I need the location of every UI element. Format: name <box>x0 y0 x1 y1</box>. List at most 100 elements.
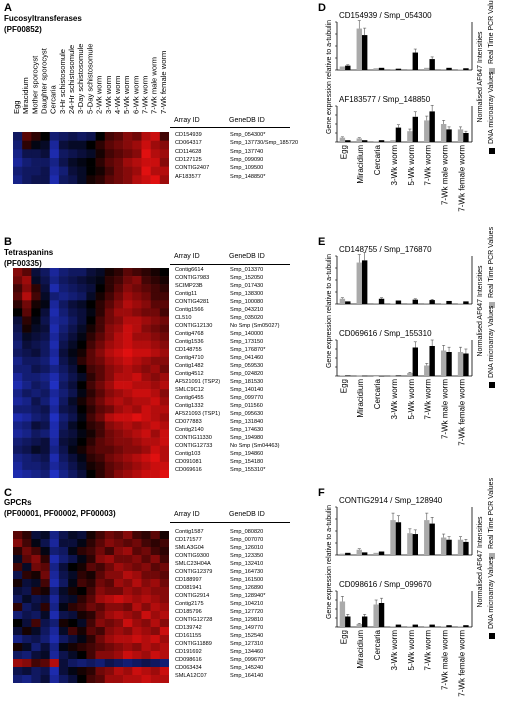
heatmap-cell <box>40 158 51 167</box>
heatmap-cell <box>141 603 151 612</box>
heatmap-cell <box>123 611 133 620</box>
heatmap-cell <box>141 635 151 644</box>
heatmap-cell <box>22 619 32 628</box>
heatmap-cell <box>77 555 87 564</box>
heatmap-cell <box>132 587 142 596</box>
heatmap-cell <box>113 381 124 390</box>
heatmap-cell <box>113 659 124 668</box>
heatmap-cell <box>150 445 161 455</box>
bar <box>446 625 452 627</box>
heatmap-cell <box>113 429 124 438</box>
heatmap-cell <box>95 579 106 588</box>
heatmap-cell <box>13 292 23 301</box>
heatmap-cell <box>22 539 32 548</box>
bar <box>378 140 385 142</box>
heatmap-cell <box>49 587 60 596</box>
bar <box>446 352 452 376</box>
heatmap-cell <box>13 356 23 366</box>
genedb-id: Smp_149770 <box>230 625 264 631</box>
heatmap-cell <box>159 166 169 176</box>
heatmap-cell <box>132 539 142 548</box>
heatmap-cell <box>22 405 32 414</box>
heatmap-cell <box>95 166 106 176</box>
heatmap-cell <box>22 445 32 455</box>
category-label: Egg <box>339 630 348 644</box>
heatmap-cell <box>150 421 161 430</box>
panel-c-family: (PF00001, PF00002, PF00003) <box>4 509 116 518</box>
heatmap-cell <box>22 381 32 390</box>
heatmap-cell <box>159 268 169 277</box>
heatmap-cell <box>159 421 169 430</box>
heatmap-cell <box>68 619 78 628</box>
heatmap-cell <box>113 547 124 556</box>
heatmap-cell <box>123 651 133 660</box>
heatmap-c <box>13 531 169 683</box>
heatmap-cell <box>77 364 87 374</box>
heatmap-cell <box>13 158 23 167</box>
heatmap-cell <box>31 308 41 317</box>
bar <box>463 133 469 142</box>
heatmap-cell <box>123 140 133 150</box>
heatmap-cell <box>123 356 133 366</box>
heatmap-cell <box>159 563 169 572</box>
heatmap-cell <box>22 356 32 366</box>
heatmap-cell <box>22 324 32 333</box>
heatmap-cell <box>68 603 78 612</box>
heatmap-cell <box>22 348 32 358</box>
heatmap-cell <box>95 643 106 652</box>
heatmap-cell <box>123 603 133 612</box>
heatmap-cell <box>123 348 133 358</box>
array-id: CONTIG4281 <box>175 299 210 305</box>
heatmap-cell <box>150 453 161 463</box>
bar <box>463 625 469 627</box>
heatmap-cell <box>104 643 115 652</box>
genedb-id: Smp_152540 <box>230 633 264 639</box>
heatmap-cell <box>49 308 60 317</box>
heatmap-cell <box>22 300 32 309</box>
heatmap-cell <box>40 166 51 176</box>
heatmap-cell <box>95 461 106 471</box>
bar <box>339 137 346 142</box>
heatmap-cell <box>40 364 51 374</box>
heatmap-cell <box>104 405 115 414</box>
heatmap-cell <box>40 268 51 277</box>
heatmap-cell <box>68 316 78 325</box>
heatmap-cell <box>113 643 124 652</box>
heatmap-cell <box>77 667 87 676</box>
heatmap-cell <box>86 659 96 668</box>
heatmap-cell <box>132 445 142 455</box>
left-axis-label: Gene expression relative to a-tubulin <box>326 254 333 368</box>
bar <box>345 375 351 376</box>
heatmap-cell <box>159 276 169 285</box>
heatmap-cell <box>40 413 51 422</box>
heatmap-cell <box>86 429 96 438</box>
heatmap-cell <box>22 175 32 184</box>
heatmap-cell <box>49 429 60 438</box>
heatmap-cell <box>77 308 87 317</box>
heatmap-cell <box>86 166 96 176</box>
heatmap-cell <box>123 539 133 548</box>
heatmap-cell <box>104 547 115 556</box>
category-label: 7-Wk female worm <box>457 145 466 212</box>
heatmap-cell <box>68 531 78 540</box>
heatmap-cell <box>31 268 41 277</box>
heatmap-cell <box>49 619 60 628</box>
heatmap-cell <box>123 364 133 374</box>
heatmap-cell <box>77 453 87 463</box>
heatmap-cell <box>159 348 169 358</box>
heatmap-cell <box>31 364 41 374</box>
heatmap-cell <box>13 445 23 455</box>
heatmap-cell <box>58 413 69 422</box>
heatmap-cell <box>13 675 23 683</box>
heatmap-cell <box>113 571 124 580</box>
heatmap-cell <box>86 421 96 430</box>
heatmap-cell <box>31 619 41 628</box>
heatmap-cell <box>150 316 161 325</box>
array-id: SMLA3G04 <box>175 545 204 551</box>
heatmap-cell <box>141 461 151 471</box>
heatmap-cell <box>159 397 169 406</box>
heatmap-cell <box>104 149 115 159</box>
heatmap-cell <box>113 132 124 141</box>
array-id: CD091081 <box>175 459 202 465</box>
heatmap-cell <box>58 348 69 358</box>
